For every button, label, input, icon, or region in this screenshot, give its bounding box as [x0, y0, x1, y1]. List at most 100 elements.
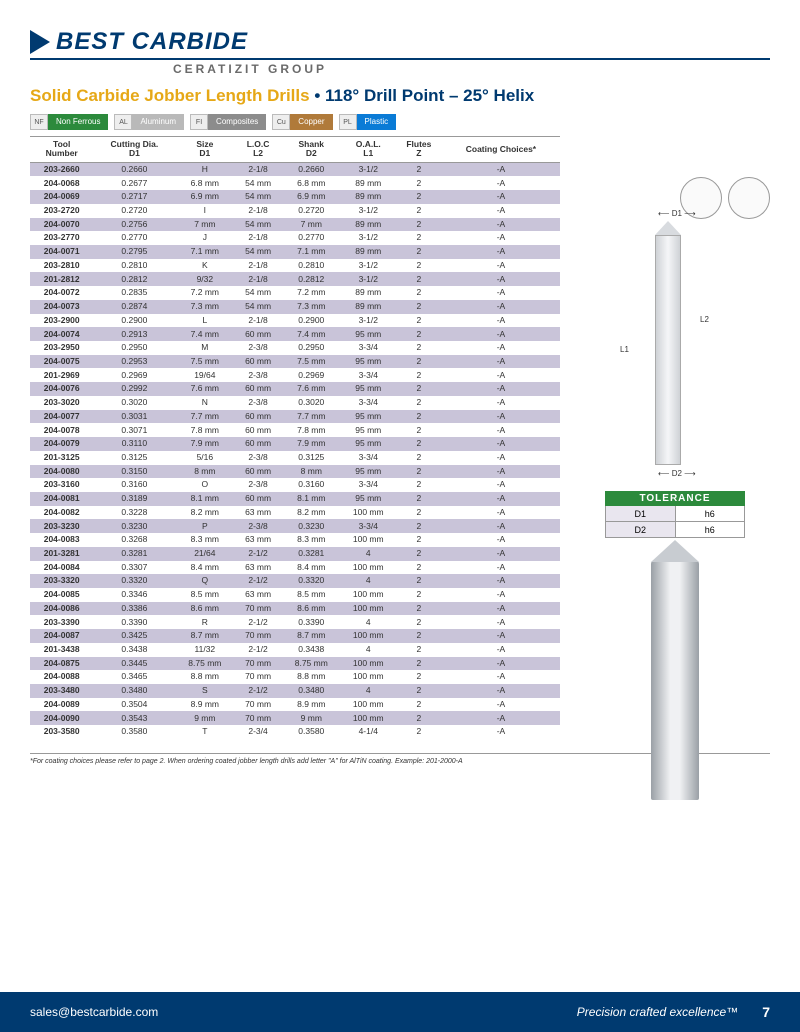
table-row: 204-00840.33078.4 mm63 mm8.4 mm100 mm2-A	[30, 561, 560, 575]
material-label: Copper	[290, 114, 332, 130]
table-cell: 0.2756	[93, 218, 175, 232]
table-cell: 0.3307	[93, 561, 175, 575]
table-cell: 3-1/2	[341, 162, 396, 176]
table-cell: 89 mm	[341, 190, 396, 204]
table-cell: -A	[442, 478, 560, 492]
table-row: 204-00780.30717.8 mm60 mm7.8 mm95 mm2-A	[30, 423, 560, 437]
table-cell: 2-1/2	[234, 547, 282, 561]
table-cell: 3-1/2	[341, 204, 396, 218]
table-cell: 203-2950	[30, 341, 93, 355]
table-cell: 203-3160	[30, 478, 93, 492]
table-cell: 7.2 mm	[175, 286, 234, 300]
table-cell: -A	[442, 711, 560, 725]
table-cell: -A	[442, 382, 560, 396]
table-cell: 8.8 mm	[175, 670, 234, 684]
table-cell: 95 mm	[341, 492, 396, 506]
table-cell: 0.3445	[93, 657, 175, 671]
table-cell: -A	[442, 492, 560, 506]
table-cell: 2	[396, 506, 442, 520]
table-cell: 3-1/2	[341, 259, 396, 273]
table-cell: 89 mm	[341, 286, 396, 300]
table-row: 204-00820.32288.2 mm63 mm8.2 mm100 mm2-A	[30, 506, 560, 520]
table-cell: 3-3/4	[341, 478, 396, 492]
table-row: 203-27200.2720I2-1/80.27203-1/22-A	[30, 204, 560, 218]
table-row: 204-00860.33868.6 mm70 mm8.6 mm100 mm2-A	[30, 602, 560, 616]
table-cell: 54 mm	[234, 190, 282, 204]
table-cell: 0.2950	[93, 341, 175, 355]
table-cell: 8.4 mm	[282, 561, 341, 575]
table-cell: 2-1/2	[234, 684, 282, 698]
table-row: 204-00870.34258.7 mm70 mm8.7 mm100 mm2-A	[30, 629, 560, 643]
table-cell: 89 mm	[341, 300, 396, 314]
table-row: 204-00800.31508 mm60 mm8 mm95 mm2-A	[30, 465, 560, 479]
table-cell: 0.3438	[282, 643, 341, 657]
table-body: 203-26600.2660H2-1/80.26603-1/22-A204-00…	[30, 162, 560, 739]
table-cell: 2	[396, 314, 442, 328]
table-cell: 6.8 mm	[282, 176, 341, 190]
table-cell: -A	[442, 615, 560, 629]
tolerance-row: D1h6	[605, 506, 745, 522]
table-cell: 89 mm	[341, 218, 396, 232]
table-cell: 89 mm	[341, 245, 396, 259]
table-cell: 2	[396, 561, 442, 575]
table-cell: 0.2677	[93, 176, 175, 190]
material-tag: ALAluminum	[114, 114, 184, 130]
table-cell: 4	[341, 643, 396, 657]
table-cell: 70 mm	[234, 670, 282, 684]
material-label: Plastic	[357, 114, 397, 130]
table-cell: 204-0071	[30, 245, 93, 259]
table-cell: 2	[396, 657, 442, 671]
table-cell: 7.6 mm	[282, 382, 341, 396]
table-row: 204-00760.29927.6 mm60 mm7.6 mm95 mm2-A	[30, 382, 560, 396]
table-row: 204-00880.34658.8 mm70 mm8.8 mm100 mm2-A	[30, 670, 560, 684]
table-cell: 0.3320	[282, 574, 341, 588]
table-row: 204-00810.31898.1 mm60 mm8.1 mm95 mm2-A	[30, 492, 560, 506]
table-cell: 204-0076	[30, 382, 93, 396]
table-cell: -A	[442, 451, 560, 465]
table-cell: -A	[442, 465, 560, 479]
table-cell: 2	[396, 492, 442, 506]
table-cell: 0.2770	[282, 231, 341, 245]
table-cell: 0.3228	[93, 506, 175, 520]
material-tag: NFNon Ferrous	[30, 114, 108, 130]
table-cell: 8.8 mm	[282, 670, 341, 684]
table-cell: 100 mm	[341, 602, 396, 616]
table-cell: 204-0070	[30, 218, 93, 232]
table-cell: 2	[396, 602, 442, 616]
table-cell: -A	[442, 643, 560, 657]
table-cell: 0.3346	[93, 588, 175, 602]
table-row: 203-34800.3480S2-1/20.348042-A	[30, 684, 560, 698]
table-cell: 7.3 mm	[282, 300, 341, 314]
brand-logo: BEST CARBIDE	[30, 28, 770, 56]
table-cell: 7.5 mm	[175, 355, 234, 369]
table-cell: 2-1/2	[234, 643, 282, 657]
table-cell: 204-0073	[30, 300, 93, 314]
table-cell: 3-1/2	[341, 314, 396, 328]
table-row: 204-00750.29537.5 mm60 mm7.5 mm95 mm2-A	[30, 355, 560, 369]
table-row: 204-00730.28747.3 mm54 mm7.3 mm89 mm2-A	[30, 300, 560, 314]
table-cell: 9 mm	[175, 711, 234, 725]
table-cell: 6.9 mm	[282, 190, 341, 204]
table-cell: 7 mm	[175, 218, 234, 232]
table-cell: 2-3/8	[234, 396, 282, 410]
table-header-row: ToolNumberCutting Dia.D1SizeD1L.O.CL2Sha…	[30, 137, 560, 163]
table-cell: 4	[341, 615, 396, 629]
column-header: ShankD2	[282, 137, 341, 163]
table-cell: 2-3/8	[234, 341, 282, 355]
table-cell: 100 mm	[341, 629, 396, 643]
table-cell: T	[175, 725, 234, 739]
table-cell: 8.1 mm	[175, 492, 234, 506]
table-cell: -A	[442, 396, 560, 410]
table-cell: 2	[396, 684, 442, 698]
table-cell: 2	[396, 588, 442, 602]
table-cell: 0.3125	[93, 451, 175, 465]
spec-table: ToolNumberCutting Dia.D1SizeD1L.O.CL2Sha…	[30, 136, 560, 739]
table-cell: -A	[442, 519, 560, 533]
table-cell: 70 mm	[234, 698, 282, 712]
dim-d2-arrow: ⟵ D2 ⟶	[658, 469, 696, 478]
table-cell: 2	[396, 368, 442, 382]
table-cell: 201-3438	[30, 643, 93, 657]
tolerance-val: h6	[676, 522, 745, 537]
material-label: Aluminum	[132, 114, 184, 130]
table-cell: 204-0068	[30, 176, 93, 190]
